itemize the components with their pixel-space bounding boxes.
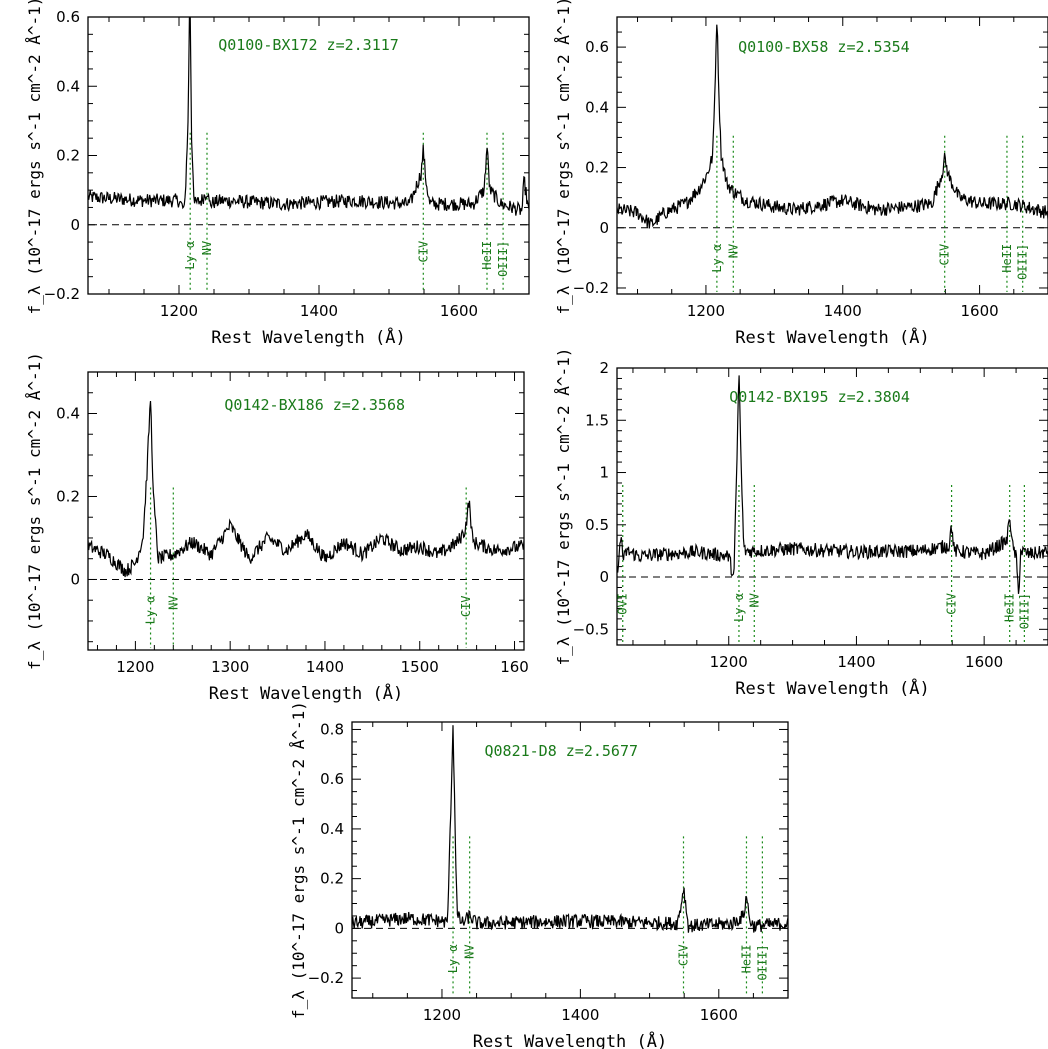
spectrum-line [88, 400, 524, 578]
emission-line-label: CIV [938, 244, 952, 266]
y-axis-label: f_λ (10^-17 ergs s^-1 cm^-2 Å^-1) [25, 0, 44, 314]
panel-title: Q0100-BX58 z=2.5354 [738, 38, 910, 56]
x-tick-label: 1400 [561, 1006, 599, 1024]
emission-line-label: CIV [676, 944, 690, 966]
y-axis-label: f_λ (10^-17 ergs s^-1 cm^-2 Å^-1) [289, 701, 308, 1019]
spectrum-line [88, 17, 529, 216]
emission-line-label: Ly α [144, 595, 158, 624]
y-tick-label: 0.4 [56, 77, 80, 95]
y-axis-label: f_λ (10^-17 ergs s^-1 cm^-2 Å^-1) [554, 0, 573, 314]
y-tick-label: 0.4 [585, 98, 609, 116]
x-tick-label: 1200 [160, 302, 198, 320]
y-tick-label: 0.4 [320, 820, 344, 838]
spectrum-panel: 1200 1400 1600 −0.2 0 0.2 0.4 0.6 Rest Wavelengt… [554, 0, 1048, 348]
x-tick-label: 1400 [837, 653, 875, 671]
emission-line-label: OIII] [1017, 593, 1031, 629]
x-tick-label: 1200 [116, 658, 154, 676]
x-tick-label: 1600 [700, 1006, 738, 1024]
emission-line-label: NV [200, 241, 214, 255]
x-tick-label: 1600 [440, 302, 478, 320]
emission-line-label: CIV [945, 593, 959, 615]
y-tick-label: 0.2 [585, 159, 609, 177]
y-axis-label: f_λ (10^-17 ergs s^-1 cm^-2 Å^-1) [25, 352, 44, 670]
y-tick-label: 0 [334, 919, 344, 937]
y-tick-label: −0.2 [573, 279, 609, 297]
panel-title: Q0100-BX172 z=2.3117 [218, 36, 399, 54]
plot-frame [616, 16, 1048, 295]
emission-line-label: OVI [616, 593, 630, 615]
x-axis-label: Rest Wavelength (Å) [211, 326, 405, 348]
y-tick-label: −0.2 [44, 285, 80, 303]
spectrum-line [617, 375, 1048, 594]
emission-line-label: NV [726, 244, 740, 258]
x-tick-label: 1200 [687, 302, 725, 320]
plot-frame [87, 16, 530, 295]
x-axis-label: Rest Wavelength (Å) [473, 1030, 667, 1049]
y-tick-label: 1 [599, 464, 609, 482]
y-axis-label: f_λ (10^-17 ergs s^-1 cm^-2 Å^-1) [554, 348, 573, 666]
emission-line-label: CIV [416, 241, 430, 263]
emission-line-label: HeII [739, 944, 753, 973]
emission-line-label: HeII [1000, 244, 1014, 273]
x-tick-label: 1200 [423, 1006, 461, 1024]
y-tick-label: −0.5 [573, 620, 609, 638]
x-tick-label: 1600 [965, 653, 1003, 671]
x-tick-label: 1400 [300, 302, 338, 320]
y-tick-label: 0.2 [56, 147, 80, 165]
emission-line-label: HeII [480, 241, 494, 270]
x-tick-label: 1600 [960, 302, 998, 320]
emission-line-label: Ly α [710, 244, 724, 273]
y-tick-label: 0.6 [56, 8, 80, 26]
y-tick-label: 0.6 [320, 770, 344, 788]
panel-title: Q0821-D8 z=2.5677 [485, 742, 639, 760]
spectrum-line [617, 24, 1048, 229]
x-tick-label: 1200 [710, 653, 748, 671]
y-tick-label: 0.8 [320, 720, 344, 738]
x-tick-label: 1500 [401, 658, 439, 676]
y-tick-label: 0.2 [320, 870, 344, 888]
emission-line-label: OIII] [1016, 244, 1030, 280]
emission-line-label: NV [463, 944, 477, 958]
y-tick-label: 0.6 [585, 38, 609, 56]
emission-line-label: Ly α [446, 944, 460, 973]
emission-line-label: OIII] [755, 944, 769, 980]
spectrum-panel: 1200 1400 1600 −0.2 0 0.2 0.4 0.6 0.8 Rest Wavele… [289, 701, 789, 1049]
plot-frame [351, 721, 789, 999]
y-tick-label: 2 [599, 359, 609, 377]
emission-line-label: OIII] [496, 241, 510, 277]
y-tick-label: 0 [70, 570, 80, 588]
emission-line-label: Ly α [732, 593, 746, 622]
x-axis-label: Rest Wavelength (Å) [209, 682, 403, 704]
spectrum-line [352, 725, 788, 933]
y-tick-label: 0.5 [585, 516, 609, 534]
panel-title: Q0142-BX195 z=2.3804 [729, 388, 910, 406]
y-tick-label: 0 [599, 219, 609, 237]
plot-frame [616, 367, 1048, 646]
x-tick-label: 1400 [306, 658, 344, 676]
spectrum-panel: 1200 1400 1600 −0.2 0 0.2 0.4 0.6 Rest Wavelengt… [25, 0, 530, 348]
y-tick-label: −0.2 [308, 969, 344, 987]
panel-title: Q0142-BX186 z=2.3568 [224, 396, 405, 414]
emission-line-label: CIV [459, 595, 473, 617]
x-tick-label: 160 [500, 658, 529, 676]
emission-line-label: NV [747, 593, 761, 607]
spectrum-panel: 1200 1400 1600 −0.5 0 0.5 1 1.5 2 Rest Wavelength… [554, 348, 1048, 699]
y-tick-label: 0.4 [56, 404, 80, 422]
emission-line-label: HeII [1003, 593, 1017, 622]
x-axis-label: Rest Wavelength (Å) [735, 677, 929, 699]
y-tick-label: 0 [70, 216, 80, 234]
x-tick-label: 1400 [824, 302, 862, 320]
emission-line-label: NV [166, 595, 180, 609]
x-tick-label: 1300 [211, 658, 249, 676]
emission-line-label: Ly α [183, 241, 197, 270]
y-tick-label: 0 [599, 568, 609, 586]
x-axis-label: Rest Wavelength (Å) [735, 326, 929, 348]
y-tick-label: 1.5 [585, 411, 609, 429]
y-tick-label: 0.2 [56, 487, 80, 505]
